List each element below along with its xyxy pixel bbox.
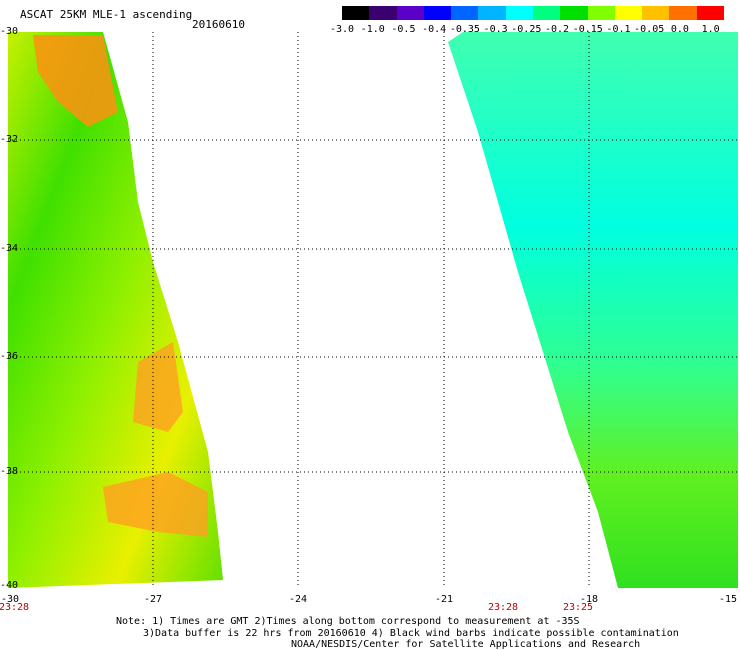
left-swath (8, 32, 223, 588)
x-tick-label: -30 (0, 594, 20, 605)
colorbar-swatch (560, 6, 588, 20)
map-title: ASCAT 25KM MLE-1 ascending (20, 8, 193, 21)
colorbar-swatch (532, 6, 561, 20)
x-tick-label: -24 (288, 594, 308, 605)
left-swath-orange-low (103, 472, 208, 537)
colorbar-label: -0.05 (634, 24, 665, 35)
colorbar-swatch (342, 6, 370, 20)
map-plot-area (8, 32, 738, 588)
colorbar-label: -0.2 (544, 24, 570, 35)
colorbar-label: -0.5 (391, 24, 416, 35)
colorbar-swatch (587, 6, 615, 20)
left-swath-orange-mid (133, 342, 183, 432)
colorbar-label: -0.25 (511, 24, 542, 35)
colorbar-swatch (669, 6, 697, 20)
left-swath-orange-top (33, 35, 118, 127)
colorbar-swatch (696, 6, 724, 20)
colorbar-swatch (642, 6, 670, 20)
colorbar-swatch (423, 6, 452, 20)
colorbar-label: -0.35 (449, 24, 480, 35)
map-date: 20160610 (192, 18, 245, 31)
x-tick-label: -21 (434, 594, 454, 605)
footer-credit: NOAA/NESDIS/Center for Satellite Applica… (291, 639, 641, 650)
grid-lines (8, 32, 738, 588)
time-label: 23:25 (562, 602, 594, 613)
colorbar-label: -1.0 (360, 24, 385, 35)
colorbar-label: -0.3 (483, 24, 508, 35)
colorbar-swatch (396, 6, 424, 20)
time-label: 23:28 (487, 602, 519, 613)
y-tick-label: -40 (0, 580, 19, 591)
colorbar-swatch (614, 6, 643, 20)
footer-note-line1: Note: 1) Times are GMT 2)Times along bot… (116, 616, 580, 627)
y-tick-label: -38 (0, 466, 19, 477)
colorbar-label: 0.0 (670, 24, 689, 35)
x-tick-label: -27 (143, 594, 163, 605)
colorbar-swatch (478, 6, 506, 20)
colorbar-swatch (369, 6, 397, 20)
colorbar-swatch (451, 6, 479, 20)
y-tick-label: -36 (0, 351, 19, 362)
time-label: 23:28 (0, 602, 30, 613)
colorbar-label: 1.0 (701, 24, 720, 35)
colorbar-labels: -3.0 -1.0 -0.5 -0.4 -0.35 -0.3 -0.25 -0.2 -0.15-… (330, 24, 740, 38)
colorbar-label: -0.4 (422, 24, 447, 35)
y-tick-label: -32 (0, 134, 19, 145)
x-tick-label: -15 (718, 594, 738, 605)
x-tick-label: -18 (579, 594, 599, 605)
y-tick-label: -30 (0, 26, 19, 37)
colorbar (342, 6, 724, 20)
wind-map-svg (8, 32, 738, 588)
colorbar-label: -0.1 (606, 24, 631, 35)
colorbar-label: -0.15 (572, 24, 603, 35)
y-tick-label: -34 (0, 243, 19, 254)
right-swath (448, 32, 738, 588)
footer-note-line2: 3)Data buffer is 22 hrs from 20160610 4)… (143, 628, 679, 639)
colorbar-label: -3.0 (329, 24, 355, 35)
colorbar-swatch (505, 6, 533, 20)
